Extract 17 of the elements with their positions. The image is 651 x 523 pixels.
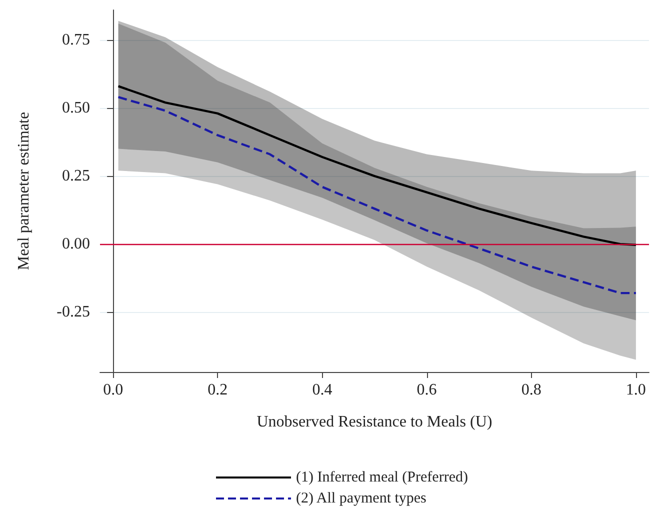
y-axis-title: Meal parameter estimate [16,112,32,270]
x-tick-label: 1.0 [626,382,646,398]
x-tick-label: 0.6 [416,382,437,398]
line-series [117,85,638,246]
x-tick-label: 0.8 [521,382,542,398]
x-tick-label: 0.2 [208,382,228,398]
y-tick-label: -0.25 [56,304,90,321]
y-tick-label: 0.75 [62,31,90,48]
legend-label: (1) Inferred meal (Preferred) [296,470,468,486]
x-axis-title: Unobserved Resistance to Meals (U) [256,414,492,430]
x-tick-label: 0.0 [103,382,124,398]
line-series [117,96,638,294]
y-tick-label: 0.00 [62,236,90,253]
legend-label: (2) All payment types [296,490,427,506]
y-tick-label: 0.25 [62,168,90,185]
x-tick-label: 0.4 [312,382,332,398]
y-tick-label: 0.50 [62,99,90,116]
